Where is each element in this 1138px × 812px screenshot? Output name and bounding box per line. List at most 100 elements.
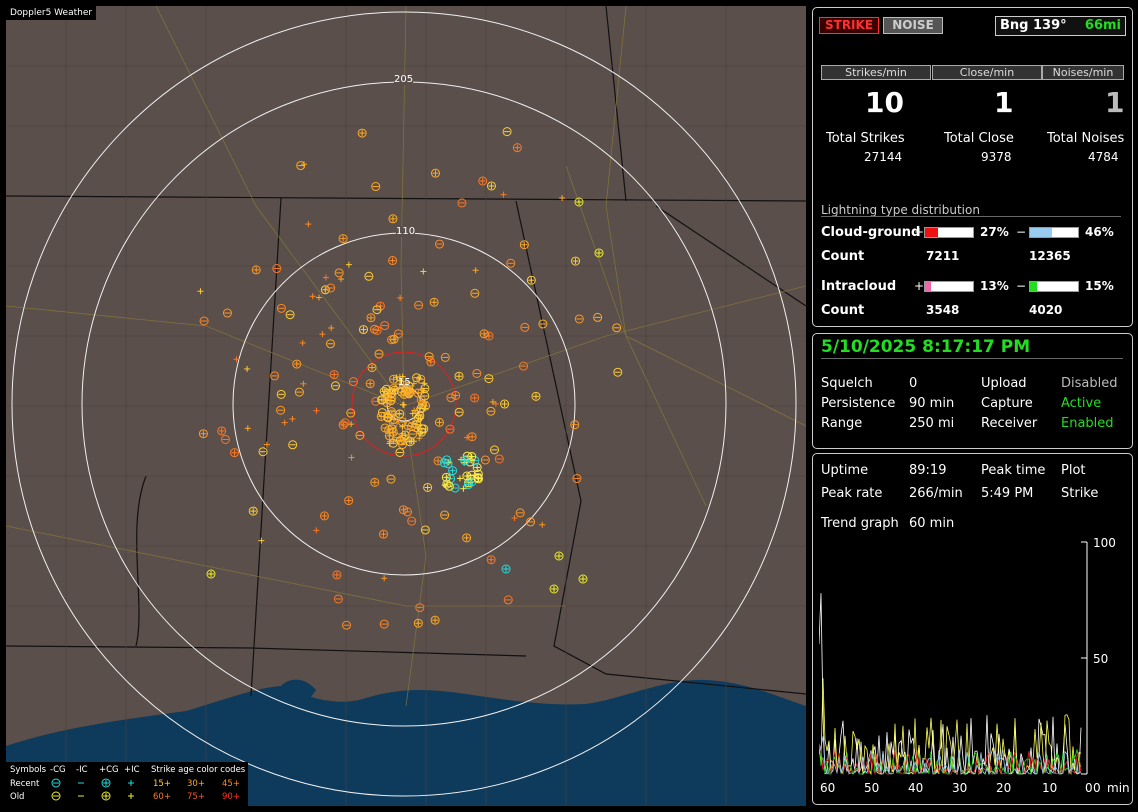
strike-marker [430, 615, 440, 625]
x-tick-60: 60 [820, 781, 836, 795]
upload-label: Upload [981, 376, 1027, 391]
strike-marker [465, 457, 475, 467]
cg-negative-bar-fill [1030, 228, 1053, 237]
cg-positive-count: 7211 [926, 249, 960, 263]
strike-marker [593, 312, 603, 322]
strike-marker [472, 368, 482, 378]
plot-value[interactable]: Strike [1061, 486, 1099, 501]
legend-old-neg-cg-icon [51, 791, 61, 801]
strike-marker [379, 529, 389, 539]
strike-map[interactable]: 205 110 15 Doppler5 Weather Symbols -CG … [6, 6, 806, 806]
strike-marker [467, 432, 477, 442]
strike-marker [549, 584, 559, 594]
strike-marker [389, 334, 399, 344]
strike-marker [462, 471, 472, 481]
intracloud-label: Intracloud [821, 279, 897, 294]
trend-graph-value: 60 min [909, 516, 955, 531]
upload-value: Disabled [1061, 376, 1118, 391]
strike-marker [473, 474, 483, 484]
x-tick-30: 30 [952, 781, 968, 795]
legend-symbol-grid [51, 778, 134, 801]
strike-marker [388, 214, 398, 224]
trend-graph [819, 541, 1088, 776]
legend-old-label: Old [10, 792, 25, 802]
strike-marker [417, 415, 424, 422]
strike-marker [380, 321, 390, 331]
map-canvas [6, 6, 806, 806]
trend-line [819, 678, 1082, 776]
cloud-ground-label: Cloud-ground [821, 225, 921, 240]
strike-marker [480, 455, 490, 465]
ic-negative-pct: 15% [1085, 279, 1114, 293]
strike-marker [613, 367, 623, 377]
strike-marker [313, 527, 320, 534]
ic-negative-bar [1029, 281, 1079, 292]
strike-marker [441, 482, 448, 489]
persistence-value: 90 min [909, 396, 955, 411]
strike-marker [333, 594, 343, 604]
y-tick-100: 100 [1093, 536, 1116, 550]
strike-marker [272, 264, 282, 274]
noises-per-min-value: 1 [1105, 86, 1125, 119]
strike-marker [463, 480, 473, 490]
legend-old-pos-cg-icon [101, 791, 111, 801]
bearing-label: Bng 139° [1000, 18, 1067, 33]
strike-marker [281, 419, 288, 426]
total-noises-label: Total Noises [1047, 131, 1125, 146]
cg-negative-bar [1029, 227, 1079, 238]
legend-age-label: Strike age color codes [151, 765, 246, 775]
strike-marker [377, 395, 387, 405]
strike-marker [220, 434, 230, 444]
strike-marker [413, 618, 423, 628]
strike-marker [345, 261, 352, 268]
legend-age-60: 60+ [153, 792, 171, 802]
total-close-value: 9378 [981, 150, 1012, 164]
strike-marker [381, 575, 388, 582]
strike-marker [388, 384, 398, 394]
strike-marker [411, 407, 418, 414]
noises-per-min-button[interactable]: Noises/min [1042, 65, 1124, 80]
strike-marker [387, 438, 394, 445]
strike-marker [374, 349, 384, 359]
strike-marker [403, 421, 413, 431]
persistence-label: Persistence [821, 396, 896, 411]
symbol-legend: Symbols -CG -IC +CG +IC Strike age color… [6, 762, 248, 806]
cg-positive-bar [924, 227, 974, 238]
strike-marker [429, 297, 439, 307]
strike-marker [348, 377, 358, 387]
strike-marker [319, 331, 326, 338]
strike-marker [230, 448, 240, 458]
x-tick-50: 50 [864, 781, 880, 795]
strike-layer [197, 127, 623, 630]
strike-marker [346, 408, 356, 418]
total-noises-value: 4784 [1088, 150, 1119, 164]
total-close-label: Total Close [944, 131, 1014, 146]
strike-marker [399, 401, 406, 408]
strike-marker [500, 399, 510, 409]
strike-marker [320, 285, 330, 295]
strike-marker [460, 456, 470, 466]
close-per-min-button[interactable]: Close/min [932, 65, 1042, 80]
trend-graph-label: Trend graph [821, 516, 899, 531]
strike-indicator[interactable]: STRIKE [819, 17, 879, 34]
ic-negative-bar-fill [1030, 282, 1038, 291]
strike-marker [358, 325, 368, 335]
legend-header-pos-cg: +CG [99, 765, 119, 775]
strike-marker [486, 181, 496, 191]
strike-marker [531, 391, 541, 401]
strike-marker [448, 466, 458, 476]
strike-marker [539, 521, 546, 528]
strike-marker [470, 288, 480, 298]
strike-marker [464, 434, 471, 441]
strikes-per-min-value: 10 [865, 86, 904, 119]
strike-marker [423, 482, 433, 492]
strike-marker [386, 474, 396, 484]
noise-indicator[interactable]: NOISE [883, 17, 943, 34]
strike-marker [444, 481, 454, 491]
legend-recent-pos-cg-icon [101, 778, 111, 788]
strike-marker [276, 303, 286, 313]
strike-marker [434, 417, 444, 427]
receiver-label: Receiver [981, 416, 1038, 431]
strikes-per-min-button[interactable]: Strikes/min [821, 65, 931, 80]
strike-marker [484, 331, 494, 341]
